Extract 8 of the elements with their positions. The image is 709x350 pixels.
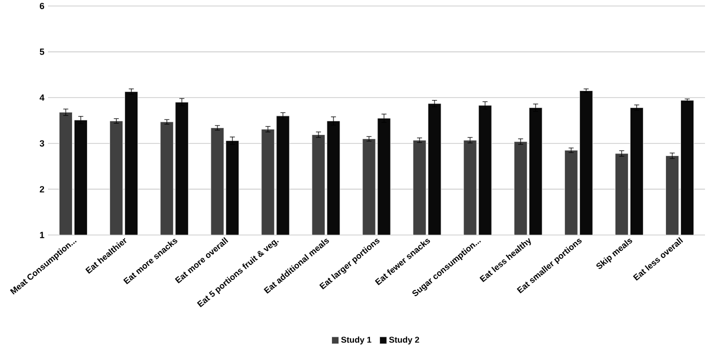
y-tick-label: 2: [40, 186, 44, 192]
legend-label: Study 2: [389, 336, 420, 344]
y-tick-label: 3: [40, 140, 44, 147]
y-tick-label: 4: [40, 94, 44, 101]
y-tick-label: 6: [40, 2, 44, 10]
y-tick-label: 5: [40, 48, 44, 55]
legend-label: Study 1: [341, 336, 372, 344]
y-tick-label: 1: [40, 232, 44, 238]
